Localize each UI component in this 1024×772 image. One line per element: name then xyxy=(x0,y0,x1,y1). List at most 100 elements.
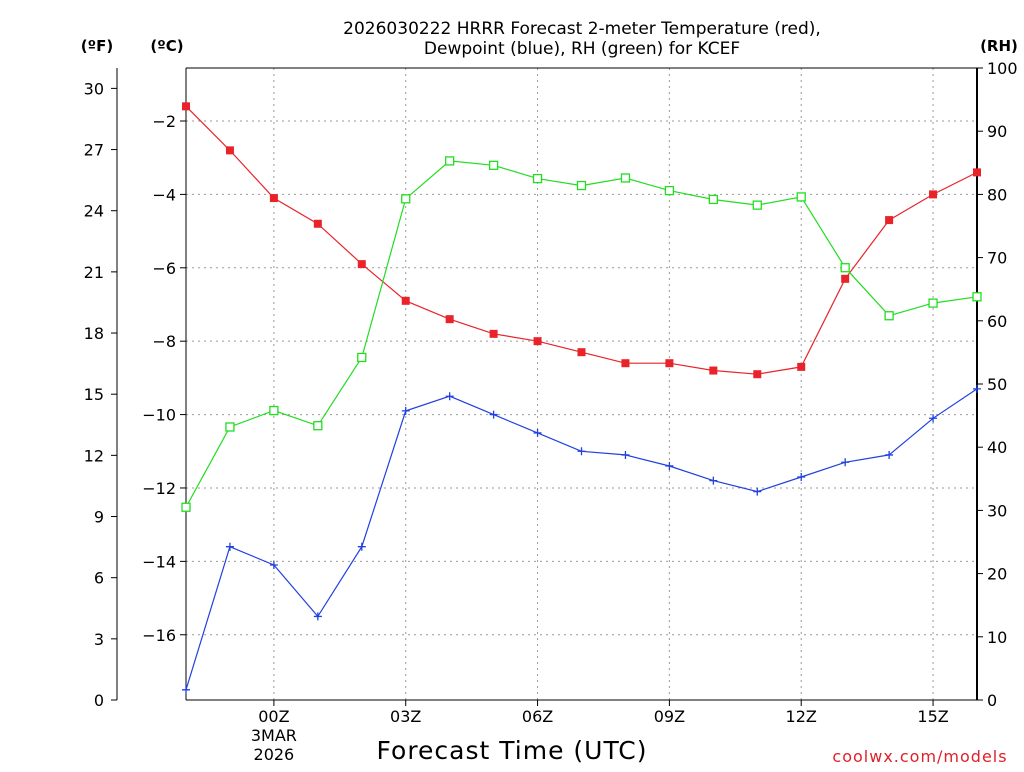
dewpoint-point xyxy=(841,458,850,467)
fahrenheit-tick-label: 0 xyxy=(94,691,104,710)
dewpoint-series-line xyxy=(185,388,978,690)
dewpoint-point xyxy=(797,472,806,481)
fahrenheit-tick-label: 9 xyxy=(94,508,104,527)
temperature-point xyxy=(841,274,850,283)
x-tick-label: 03Z xyxy=(390,707,421,726)
dewpoint-point xyxy=(621,450,630,459)
temperature-point xyxy=(401,296,410,305)
dewpoint-point xyxy=(182,685,190,694)
temperature-point xyxy=(973,168,981,177)
fahrenheit-tick-label: 15 xyxy=(84,385,104,404)
x-tick-label: 06Z xyxy=(522,707,553,726)
rh-tick-label: 60 xyxy=(987,312,1007,331)
dewpoint-point xyxy=(753,487,762,496)
dewpoint-point xyxy=(313,612,322,621)
fahrenheit-tick-label: 18 xyxy=(84,324,104,343)
rh-tick-label: 80 xyxy=(987,185,1007,204)
rh-point xyxy=(620,173,631,183)
celsius-axis-unit: (ºC) xyxy=(150,37,183,55)
fahrenheit-tick-label: 27 xyxy=(84,141,104,160)
dewpoint-point xyxy=(445,392,454,401)
rh-point xyxy=(532,173,543,184)
fahrenheit-tick-label: 24 xyxy=(84,202,104,221)
celsius-tick-label: −14 xyxy=(142,552,176,571)
dewpoint-point xyxy=(269,561,278,570)
temperature-point xyxy=(182,102,190,111)
grid-lines xyxy=(186,68,977,700)
rh-point xyxy=(357,352,367,363)
dewpoint-point xyxy=(709,476,718,485)
temperature-point xyxy=(621,359,630,368)
dewpoint-point xyxy=(665,461,674,470)
dewpoint-point xyxy=(929,414,938,423)
fahrenheit-tick-label: 6 xyxy=(94,569,104,588)
temperature-point xyxy=(489,329,498,338)
temperature-point xyxy=(357,260,366,269)
temperature-point xyxy=(533,337,542,346)
rh-point xyxy=(708,194,718,205)
x-tick-date-label: 3MAR xyxy=(251,726,297,745)
temperature-point xyxy=(225,146,234,155)
dewpoint-point xyxy=(577,447,586,456)
rh-point xyxy=(181,502,191,512)
rh-tick-label: 20 xyxy=(987,565,1007,584)
rh-point xyxy=(445,156,455,166)
x-tick-year-label: 2026 xyxy=(254,745,295,764)
rh-point xyxy=(269,405,279,416)
temperature-point xyxy=(709,366,718,375)
rh-tick-label: 90 xyxy=(987,122,1007,141)
rh-point xyxy=(313,421,323,431)
rh-point xyxy=(664,185,675,196)
fahrenheit-tick-label: 21 xyxy=(84,263,104,282)
celsius-tick-label: −10 xyxy=(142,406,176,425)
rh-point xyxy=(576,180,587,191)
rh-point xyxy=(225,422,235,432)
dewpoint-point xyxy=(357,542,366,551)
chart-title-line-1: 2026030222 HRRR Forecast 2-meter Tempera… xyxy=(343,19,821,39)
rh-point xyxy=(488,160,499,170)
temperature-point xyxy=(797,362,806,371)
celsius-tick-label: −8 xyxy=(152,332,176,351)
rh-axis-unit: (RH) xyxy=(980,37,1018,55)
rh-tick-label: 70 xyxy=(987,249,1007,268)
x-tick-label: 00Z xyxy=(258,707,289,726)
rh-point xyxy=(972,292,982,302)
x-axis-title: Forecast Time (UTC) xyxy=(377,736,648,765)
temperature-point xyxy=(929,190,938,199)
source-credit: coolwx.com/models xyxy=(832,747,1007,766)
dewpoint-point xyxy=(489,410,498,419)
celsius-tick-label: −12 xyxy=(142,479,176,498)
temperature-point xyxy=(313,219,322,228)
celsius-tick-label: −4 xyxy=(152,185,176,204)
rh-tick-label: 50 xyxy=(987,375,1007,394)
dewpoint-point xyxy=(973,384,981,393)
dewpoint-point xyxy=(225,542,234,551)
temperature-point xyxy=(665,359,674,368)
x-tick-label: 12Z xyxy=(786,707,817,726)
rh-tick-label: 0 xyxy=(987,691,997,710)
rh-tick-label: 10 xyxy=(987,628,1007,647)
rh-point xyxy=(928,298,938,308)
x-tick-label: 09Z xyxy=(654,707,685,726)
temperature-point xyxy=(753,370,762,379)
celsius-tick-label: −2 xyxy=(152,112,176,131)
temperature-point xyxy=(885,216,894,225)
rh-point xyxy=(796,192,806,202)
rh-tick-label: 100 xyxy=(987,59,1018,78)
rh-point xyxy=(840,263,850,273)
temperature-point xyxy=(577,348,586,357)
fahrenheit-axis-unit: (ºF) xyxy=(81,37,113,55)
celsius-tick-label: −6 xyxy=(152,259,176,278)
celsius-tick-label: −16 xyxy=(142,626,176,645)
temperature-point xyxy=(445,315,454,324)
dewpoint-point xyxy=(533,428,542,437)
dewpoint-point xyxy=(401,406,410,415)
dewpoint-point xyxy=(885,450,894,459)
temperature-series-line xyxy=(185,105,978,375)
fahrenheit-tick-label: 12 xyxy=(84,446,104,465)
rh-point xyxy=(401,194,411,204)
fahrenheit-tick-label: 30 xyxy=(84,79,104,98)
rh-tick-label: 30 xyxy=(987,501,1007,520)
rh-tick-label: 40 xyxy=(987,438,1007,457)
